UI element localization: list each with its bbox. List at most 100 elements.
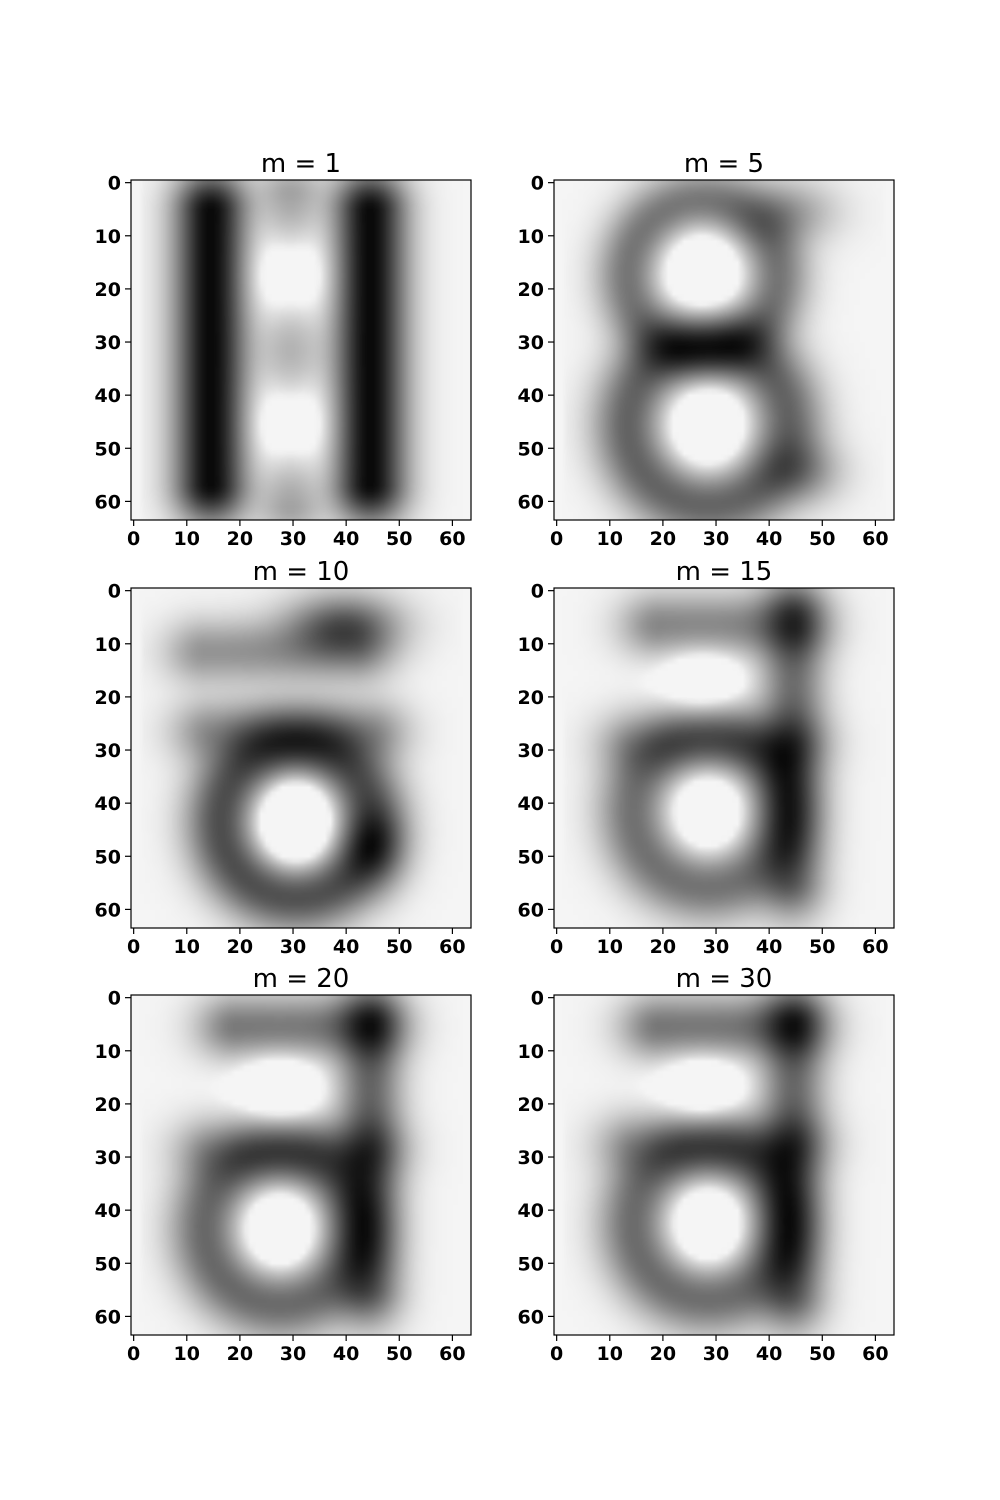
- y-tick-label: 10: [95, 226, 121, 248]
- subplot-title: m = 30: [676, 964, 773, 994]
- x-tick-label: 60: [862, 1343, 888, 1365]
- y-tick-label: 0: [531, 988, 544, 1010]
- y-tick-label: 40: [95, 1200, 121, 1222]
- axes-frame: [553, 179, 895, 521]
- x-tick-label: 50: [809, 528, 835, 550]
- x-tick-label: 20: [227, 528, 253, 550]
- x-tick-label: 40: [333, 936, 359, 958]
- y-tick-label: 0: [531, 173, 544, 195]
- y-tick-label: 60: [518, 1306, 544, 1328]
- y-tick-label: 20: [95, 687, 121, 709]
- x-tick-label: 20: [227, 1343, 253, 1365]
- x-tick-label: 50: [386, 1343, 412, 1365]
- y-tick-label: 60: [95, 491, 121, 513]
- axes-frame: [130, 994, 472, 1336]
- y-tick-label: 60: [518, 491, 544, 513]
- heatmap-image: [554, 588, 894, 928]
- y-tick-label: 40: [95, 385, 121, 407]
- y-tick-label: 60: [95, 899, 121, 921]
- y-tick-label: 10: [95, 634, 121, 656]
- axes-frame: [553, 994, 895, 1336]
- x-tick-label: 0: [550, 528, 563, 550]
- x-tick-label: 50: [386, 528, 412, 550]
- y-tick-label: 40: [95, 793, 121, 815]
- y-tick-label: 0: [108, 988, 121, 1010]
- x-tick-label: 50: [809, 936, 835, 958]
- x-tick-label: 30: [280, 936, 306, 958]
- y-tick-label: 10: [95, 1041, 121, 1063]
- y-tick-label: 20: [95, 1094, 121, 1116]
- x-tick-label: 40: [333, 1343, 359, 1365]
- x-tick-label: 60: [862, 528, 888, 550]
- y-tick-label: 30: [518, 1147, 544, 1169]
- heatmap-image: [131, 180, 471, 520]
- heatmap-image: [554, 995, 894, 1335]
- y-tick-label: 30: [518, 332, 544, 354]
- x-tick-label: 30: [703, 528, 729, 550]
- y-tick-label: 50: [518, 846, 544, 868]
- x-tick-label: 40: [756, 1343, 782, 1365]
- x-tick-label: 20: [650, 528, 676, 550]
- subplot: m = 30 0 10 20 30 40 50 60 0 10 20 30 40 50 60: [518, 964, 895, 1365]
- y-tick-label: 60: [95, 1306, 121, 1328]
- y-tick-label: 30: [518, 740, 544, 762]
- heatmap-image: [554, 180, 894, 520]
- y-tick-label: 50: [95, 846, 121, 868]
- y-tick-label: 30: [95, 1147, 121, 1169]
- subplot: m = 1 0 10 20 30 40 50 60 0 10 20 30 40 50 60: [95, 149, 472, 550]
- x-tick-label: 60: [439, 1343, 465, 1365]
- y-tick-label: 50: [95, 438, 121, 460]
- x-tick-label: 0: [127, 936, 140, 958]
- x-tick-label: 30: [703, 936, 729, 958]
- y-tick-label: 20: [95, 279, 121, 301]
- y-tick-label: 30: [95, 332, 121, 354]
- y-tick-label: 0: [108, 581, 121, 603]
- y-tick-label: 50: [518, 1253, 544, 1275]
- x-tick-label: 10: [597, 528, 623, 550]
- subplot: m = 20 0 10 20 30 40 50 60 0 10 20 30 40 50 60: [95, 964, 472, 1365]
- x-tick-label: 40: [333, 528, 359, 550]
- heatmap-image: [131, 588, 471, 928]
- x-tick-label: 10: [174, 1343, 200, 1365]
- y-tick-label: 10: [518, 1041, 544, 1063]
- x-tick-label: 50: [386, 936, 412, 958]
- subplot-title: m = 5: [684, 149, 764, 179]
- x-tick-label: 10: [174, 528, 200, 550]
- y-tick-label: 20: [518, 687, 544, 709]
- axes-frame: [130, 587, 472, 929]
- y-tick-label: 60: [518, 899, 544, 921]
- x-tick-label: 0: [127, 1343, 140, 1365]
- axes-frame: [553, 587, 895, 929]
- y-tick-label: 40: [518, 1200, 544, 1222]
- subplot-title: m = 15: [676, 557, 773, 587]
- x-tick-label: 40: [756, 936, 782, 958]
- x-tick-label: 20: [650, 936, 676, 958]
- axes-frame: [130, 179, 472, 521]
- x-tick-label: 30: [280, 528, 306, 550]
- subplot-title: m = 1: [261, 149, 341, 179]
- x-tick-label: 60: [439, 528, 465, 550]
- x-tick-label: 10: [597, 936, 623, 958]
- y-tick-label: 40: [518, 385, 544, 407]
- y-tick-label: 10: [518, 226, 544, 248]
- subplot: m = 5 0 10 20 30 40 50 60 0 10 20 30 40 50 60: [518, 149, 895, 550]
- subplot: m = 10 0 10 20 30 40 50 60 0 10 20 30 40 50 60: [95, 557, 472, 958]
- x-tick-label: 0: [550, 936, 563, 958]
- x-tick-label: 40: [756, 528, 782, 550]
- x-tick-label: 0: [550, 1343, 563, 1365]
- heatmap-image: [131, 995, 471, 1335]
- x-tick-label: 20: [650, 1343, 676, 1365]
- y-tick-label: 10: [518, 634, 544, 656]
- x-tick-label: 10: [597, 1343, 623, 1365]
- x-tick-label: 10: [174, 936, 200, 958]
- y-tick-label: 50: [518, 438, 544, 460]
- subplot-title: m = 10: [253, 557, 350, 587]
- x-tick-label: 0: [127, 528, 140, 550]
- subplot-title: m = 20: [253, 964, 350, 994]
- y-tick-label: 20: [518, 1094, 544, 1116]
- y-tick-label: 50: [95, 1253, 121, 1275]
- y-tick-label: 40: [518, 793, 544, 815]
- x-tick-label: 50: [809, 1343, 835, 1365]
- y-tick-label: 30: [95, 740, 121, 762]
